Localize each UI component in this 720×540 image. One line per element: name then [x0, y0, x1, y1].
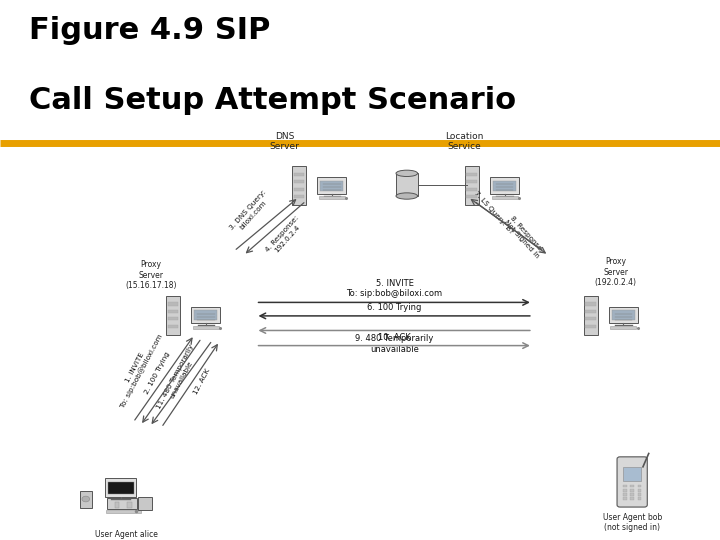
Bar: [493, 181, 516, 191]
Text: Proxy
Server
(192.0.2.4): Proxy Server (192.0.2.4): [595, 258, 636, 287]
Bar: [319, 197, 345, 199]
Bar: [292, 166, 306, 205]
Text: 10. ACK: 10. ACK: [378, 333, 411, 342]
Bar: [318, 178, 346, 193]
Bar: [294, 173, 305, 176]
Bar: [294, 195, 305, 198]
Text: Call Setup Attempt Scenario: Call Setup Attempt Scenario: [29, 86, 516, 116]
Bar: [637, 497, 642, 500]
Bar: [630, 493, 634, 496]
Bar: [585, 302, 596, 306]
Text: 12. ACK: 12. ACK: [192, 368, 211, 396]
Ellipse shape: [396, 170, 418, 177]
Bar: [168, 302, 179, 306]
Bar: [492, 197, 518, 199]
Bar: [611, 326, 636, 329]
Bar: [294, 188, 305, 191]
Bar: [168, 325, 179, 328]
Circle shape: [82, 496, 89, 502]
Bar: [106, 510, 141, 513]
Bar: [467, 195, 477, 198]
Text: 8. Response:
Not Signed In: 8. Response: Not Signed In: [503, 214, 545, 259]
Bar: [623, 493, 627, 496]
Text: 1. INVITE
To: sip:bob@biloxi.com: 1. INVITE To: sip:bob@biloxi.com: [113, 329, 163, 409]
Bar: [637, 489, 642, 491]
Text: 4. Response:
192.0.2.4: 4. Response: 192.0.2.4: [264, 215, 305, 258]
FancyBboxPatch shape: [617, 457, 647, 507]
Bar: [585, 310, 596, 313]
Bar: [637, 485, 642, 488]
Bar: [127, 502, 132, 508]
Bar: [623, 497, 627, 500]
Bar: [609, 307, 638, 323]
Bar: [585, 325, 596, 328]
Ellipse shape: [396, 193, 418, 199]
Text: Figure 4.9 SIP: Figure 4.9 SIP: [29, 16, 270, 45]
Bar: [612, 310, 635, 320]
Bar: [396, 173, 418, 196]
Bar: [490, 178, 519, 193]
Bar: [114, 502, 119, 508]
Bar: [637, 493, 642, 496]
Text: 7. LS Query: B?: 7. LS Query: B?: [472, 190, 514, 235]
Bar: [464, 166, 479, 205]
Bar: [320, 181, 343, 191]
Text: Location
Service: Location Service: [445, 132, 484, 151]
Text: DNS
Server: DNS Server: [269, 132, 300, 151]
Bar: [105, 478, 136, 497]
Bar: [193, 326, 219, 329]
Bar: [583, 296, 598, 335]
Text: 5. INVITE
To: sip:bob@biloxi.com: 5. INVITE To: sip:bob@biloxi.com: [346, 279, 443, 298]
Bar: [623, 485, 627, 488]
Bar: [630, 497, 634, 500]
Bar: [630, 489, 634, 491]
Text: 2. 100 Trying: 2. 100 Trying: [143, 350, 171, 395]
Bar: [294, 180, 305, 184]
Bar: [108, 482, 134, 494]
Text: User Agent bob
(not signed in): User Agent bob (not signed in): [603, 513, 662, 532]
Bar: [80, 491, 92, 508]
Text: User Agent alice
(12.26.17.9*): User Agent alice (12.26.17.9*): [94, 530, 158, 540]
Bar: [168, 318, 179, 320]
Text: 9. 480 Temporarily
unavailable: 9. 480 Temporarily unavailable: [356, 334, 433, 354]
Text: 11. 480 Temporarily
unavailable: 11. 480 Temporarily unavailable: [156, 343, 201, 413]
Bar: [630, 485, 634, 488]
Bar: [168, 310, 179, 313]
Text: Proxy
Server
(15.16.17.18): Proxy Server (15.16.17.18): [125, 260, 177, 290]
Bar: [467, 180, 477, 184]
Bar: [467, 188, 477, 191]
Bar: [138, 497, 152, 510]
Bar: [166, 296, 180, 335]
Bar: [467, 173, 477, 176]
Text: 6. 100 Trying: 6. 100 Trying: [367, 303, 422, 312]
Bar: [624, 467, 641, 481]
Bar: [107, 498, 137, 509]
Bar: [194, 310, 217, 320]
Bar: [192, 307, 220, 323]
Bar: [623, 489, 627, 491]
Text: 3. DNS Query:
biloxi.com: 3. DNS Query: biloxi.com: [229, 189, 272, 235]
Bar: [585, 318, 596, 320]
